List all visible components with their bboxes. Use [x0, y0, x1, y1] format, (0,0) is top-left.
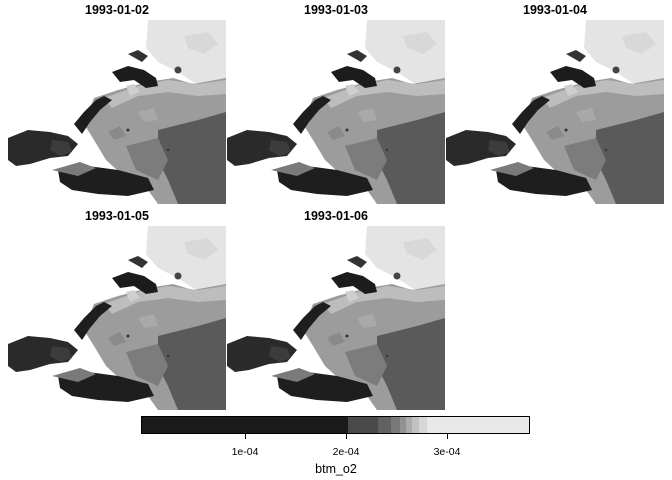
panel-title: 1993-01-05 — [85, 209, 149, 223]
map-panel: 1993-01-05 — [8, 206, 226, 410]
colorbar — [141, 416, 530, 434]
oxygen-map — [8, 20, 226, 204]
oxygen-map — [446, 20, 664, 204]
colorbar-tick — [346, 434, 347, 439]
colorbar-tick-label: 1e-04 — [231, 446, 259, 458]
map-panel: 1993-01-06 — [227, 206, 445, 410]
map-panel: 1993-01-02 — [8, 0, 226, 204]
colorbar-tick — [245, 434, 246, 439]
map-panel: 1993-01-04 — [446, 0, 664, 204]
panel-title: 1993-01-06 — [304, 209, 368, 223]
oxygen-map — [8, 226, 226, 410]
panel-title: 1993-01-02 — [85, 3, 149, 17]
colorbar-tick-label: 3e-04 — [433, 446, 461, 458]
oxygen-map — [227, 20, 445, 204]
colorbar-tick-label: 2e-04 — [332, 446, 360, 458]
colorbar-title: btm_o2 — [315, 462, 357, 476]
panel-title: 1993-01-04 — [523, 3, 587, 17]
map-panel: 1993-01-03 — [227, 0, 445, 204]
panel-title: 1993-01-03 — [304, 3, 368, 17]
colorbar-tick — [447, 434, 448, 439]
oxygen-map — [227, 226, 445, 410]
